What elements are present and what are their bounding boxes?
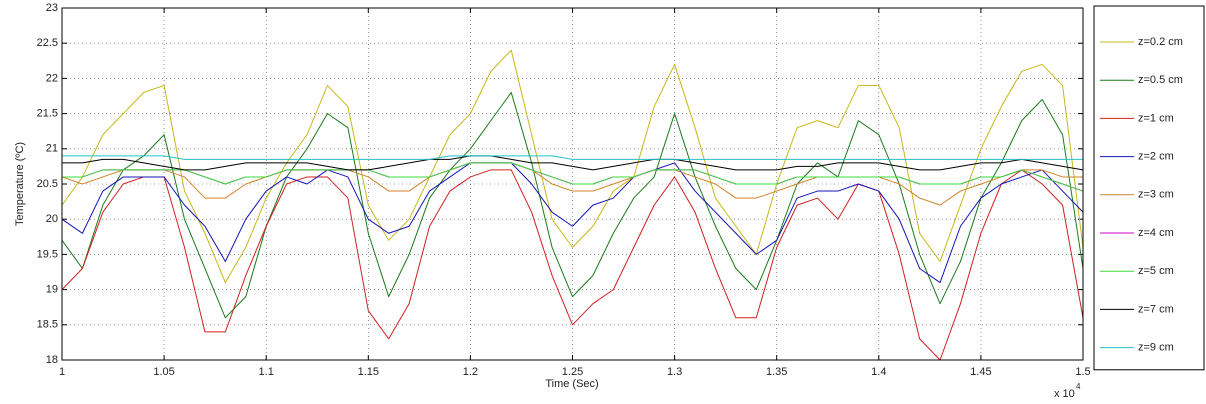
y-tick-label: 18.5 bbox=[37, 319, 58, 331]
x-tick-label: 1.35 bbox=[766, 366, 787, 378]
y-tick-label: 22 bbox=[46, 72, 58, 84]
x-scale-exponent: 4 bbox=[1076, 382, 1081, 391]
legend-label: z=0.2 cm bbox=[1138, 36, 1183, 48]
y-tick-label: 18 bbox=[46, 354, 58, 366]
x-tick-label: 1.15 bbox=[358, 366, 379, 378]
series-line bbox=[61, 162, 1083, 206]
series-line bbox=[61, 169, 1084, 361]
x-tick-label: 1.3 bbox=[667, 366, 682, 378]
legend-label: z=7 cm bbox=[1138, 303, 1174, 315]
y-tick-label: 19.5 bbox=[37, 248, 58, 260]
legend-label: z=2 cm bbox=[1138, 151, 1174, 163]
x-axis-label: Time (Sec) bbox=[545, 378, 598, 390]
x-scale-base: x 10 bbox=[1054, 388, 1075, 400]
legend-label: z=3 cm bbox=[1138, 189, 1174, 201]
y-tick-label: 21 bbox=[46, 143, 58, 155]
y-tick-label: 19 bbox=[46, 284, 58, 296]
series-line bbox=[62, 162, 1084, 192]
legend-label: z=1 cm bbox=[1138, 112, 1174, 124]
series-line bbox=[62, 155, 1083, 160]
y-tick-label: 20.5 bbox=[37, 178, 58, 190]
y-tick-label: 23 bbox=[46, 2, 58, 14]
legend-label: z=9 cm bbox=[1138, 342, 1174, 354]
legend-label: z=5 cm bbox=[1138, 265, 1174, 277]
series-line bbox=[61, 162, 1084, 284]
x-tick-label: 1 bbox=[59, 366, 65, 378]
x-tick-label: 1.05 bbox=[153, 366, 174, 378]
x-tick-label: 1.45 bbox=[970, 366, 991, 378]
legend-label: z=0.5 cm bbox=[1138, 74, 1183, 86]
y-tick-label: 21.5 bbox=[37, 108, 58, 120]
x-tick-label: 1.4 bbox=[871, 366, 886, 378]
y-tick-label: 20 bbox=[46, 213, 58, 225]
x-tick-label: 1.1 bbox=[259, 366, 274, 378]
x-tick-label: 1.25 bbox=[562, 366, 583, 378]
series-line bbox=[61, 49, 1084, 284]
series-line bbox=[62, 155, 1084, 171]
y-tick-label: 22.5 bbox=[37, 37, 58, 49]
x-tick-label: 1.5 bbox=[1075, 366, 1090, 378]
y-axis-label: Temperature (ºC) bbox=[14, 142, 26, 226]
legend: z=0.2 cm z=0.5 cm z=1 cm z=2 cm z=3 cm z=4 cm… bbox=[1093, 5, 1205, 371]
legend-label: z=4 cm bbox=[1138, 227, 1174, 239]
x-tick-label: 1.2 bbox=[463, 366, 478, 378]
plot-frame bbox=[61, 7, 1084, 361]
series-line bbox=[61, 91, 1084, 319]
